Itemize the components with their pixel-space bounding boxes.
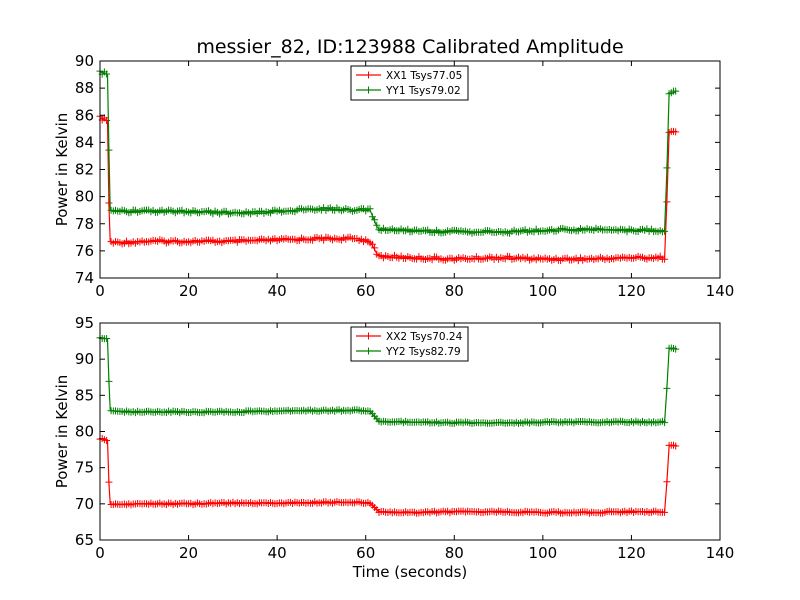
data-point-marker bbox=[371, 216, 379, 224]
x-axis: 0 20 40 60 80 100 120 140 bbox=[95, 323, 734, 562]
legend-box bbox=[350, 65, 469, 101]
y-axis: 65 70 75 80 85 90 95 bbox=[75, 314, 720, 549]
y-tick-label: 84 bbox=[75, 133, 94, 151]
series-markers bbox=[96, 67, 680, 237]
y-axis: 74 76 78 80 82 84 86 88 90 bbox=[75, 52, 720, 287]
legend-marker bbox=[365, 71, 372, 79]
x-tick-label: 100 bbox=[529, 544, 558, 562]
series-yy2 bbox=[96, 334, 680, 427]
x-tick-label: 60 bbox=[356, 282, 375, 300]
y-tick-label: 90 bbox=[75, 350, 94, 368]
y-axis-label: Power in Kelvin bbox=[53, 375, 71, 489]
y-tick-label: 86 bbox=[75, 106, 94, 124]
y-tick-label: 90 bbox=[75, 52, 94, 70]
x-axis-label: Time (seconds) bbox=[352, 563, 468, 581]
legend-marker bbox=[365, 86, 372, 94]
data-point-marker bbox=[663, 384, 671, 392]
y-tick-label: 74 bbox=[75, 269, 94, 287]
data-point-marker bbox=[663, 198, 671, 206]
legend-entry: XX1 Tsys77.05 bbox=[356, 70, 462, 82]
x-tick-label: 0 bbox=[95, 282, 105, 300]
data-point-marker bbox=[661, 508, 669, 516]
data-point-marker bbox=[663, 478, 671, 486]
data-point-marker bbox=[373, 221, 381, 229]
legend-marker bbox=[365, 347, 372, 355]
x-tick-label: 40 bbox=[268, 544, 287, 562]
data-point-marker bbox=[366, 205, 374, 213]
y-tick-label: 88 bbox=[75, 79, 94, 97]
x-tick-label: 60 bbox=[356, 544, 375, 562]
legend-entry: YY2 Tsys82.79 bbox=[356, 346, 461, 358]
x-tick-label: 20 bbox=[179, 282, 198, 300]
bottom-subplot: 0 20 40 60 80 100 120 140 65 70 75 80 85 90 95 Power in… bbox=[53, 314, 734, 581]
y-tick-label: 95 bbox=[75, 314, 94, 332]
x-tick-label: 20 bbox=[179, 544, 198, 562]
data-point-marker bbox=[672, 442, 680, 450]
x-tick-label: 120 bbox=[617, 282, 646, 300]
y-tick-label: 78 bbox=[75, 215, 94, 233]
top-subplot: 0 20 40 60 80 100 120 140 74 76 78 80 82 84 86 88 90 Powe… bbox=[53, 52, 734, 300]
legend: XX2 Tsys70.24 YY2 Tsys82.79 bbox=[350, 326, 469, 362]
series-markers bbox=[96, 435, 680, 517]
x-tick-label: 140 bbox=[706, 282, 735, 300]
x-tick-label: 140 bbox=[706, 544, 735, 562]
data-point-marker bbox=[663, 164, 671, 172]
series-markers bbox=[96, 334, 680, 427]
data-point-marker bbox=[371, 244, 379, 252]
y-tick-label: 70 bbox=[75, 495, 94, 513]
y-tick-label: 76 bbox=[75, 242, 94, 260]
data-point-marker bbox=[103, 335, 111, 342]
legend-marker bbox=[365, 332, 372, 340]
x-tick-label: 120 bbox=[617, 544, 646, 562]
data-point-marker bbox=[105, 478, 113, 486]
series-xx2 bbox=[96, 435, 680, 517]
series-xx1 bbox=[96, 112, 680, 265]
y-tick-label: 82 bbox=[75, 161, 94, 179]
y-tick-label: 80 bbox=[75, 423, 94, 441]
legend-entry: YY1 Tsys79.02 bbox=[356, 85, 461, 97]
x-tick-label: 40 bbox=[268, 282, 287, 300]
legend-entry: XX2 Tsys70.24 bbox=[356, 331, 463, 343]
y-axis-label: Power in Kelvin bbox=[53, 113, 71, 227]
legend: XX1 Tsys77.05 YY1 Tsys79.02 bbox=[350, 65, 469, 101]
legend-label: YY1 Tsys79.02 bbox=[385, 85, 461, 97]
legend-box bbox=[350, 326, 469, 362]
x-tick-label: 100 bbox=[529, 282, 558, 300]
data-point-marker bbox=[672, 87, 680, 95]
legend-label: YY2 Tsys82.79 bbox=[385, 346, 461, 358]
data-point-marker bbox=[105, 199, 113, 207]
y-tick-label: 75 bbox=[75, 459, 94, 477]
data-point-marker bbox=[661, 227, 669, 235]
y-tick-label: 80 bbox=[75, 188, 94, 206]
data-point-marker bbox=[103, 437, 111, 444]
data-point-marker bbox=[672, 128, 680, 136]
series-yy1 bbox=[96, 67, 680, 237]
x-axis: 0 20 40 60 80 100 120 140 bbox=[95, 61, 734, 300]
chart-title: messier_82, ID:123988 Calibrated Amplitu… bbox=[196, 36, 623, 58]
x-tick-label: 80 bbox=[445, 282, 464, 300]
data-point-marker bbox=[672, 345, 680, 353]
data-point-marker bbox=[105, 146, 113, 154]
data-point-marker bbox=[661, 255, 669, 263]
data-point-marker bbox=[368, 240, 376, 248]
x-tick-label: 80 bbox=[445, 544, 464, 562]
y-tick-label: 85 bbox=[75, 386, 94, 404]
series-markers bbox=[96, 112, 680, 265]
data-point-marker bbox=[105, 377, 113, 385]
data-point-marker bbox=[661, 419, 669, 427]
legend-label: XX1 Tsys77.05 bbox=[386, 70, 462, 82]
data-point-marker bbox=[103, 70, 111, 78]
legend-label: XX2 Tsys70.24 bbox=[386, 331, 463, 343]
y-tick-label: 65 bbox=[75, 531, 94, 549]
x-tick-label: 0 bbox=[95, 544, 105, 562]
